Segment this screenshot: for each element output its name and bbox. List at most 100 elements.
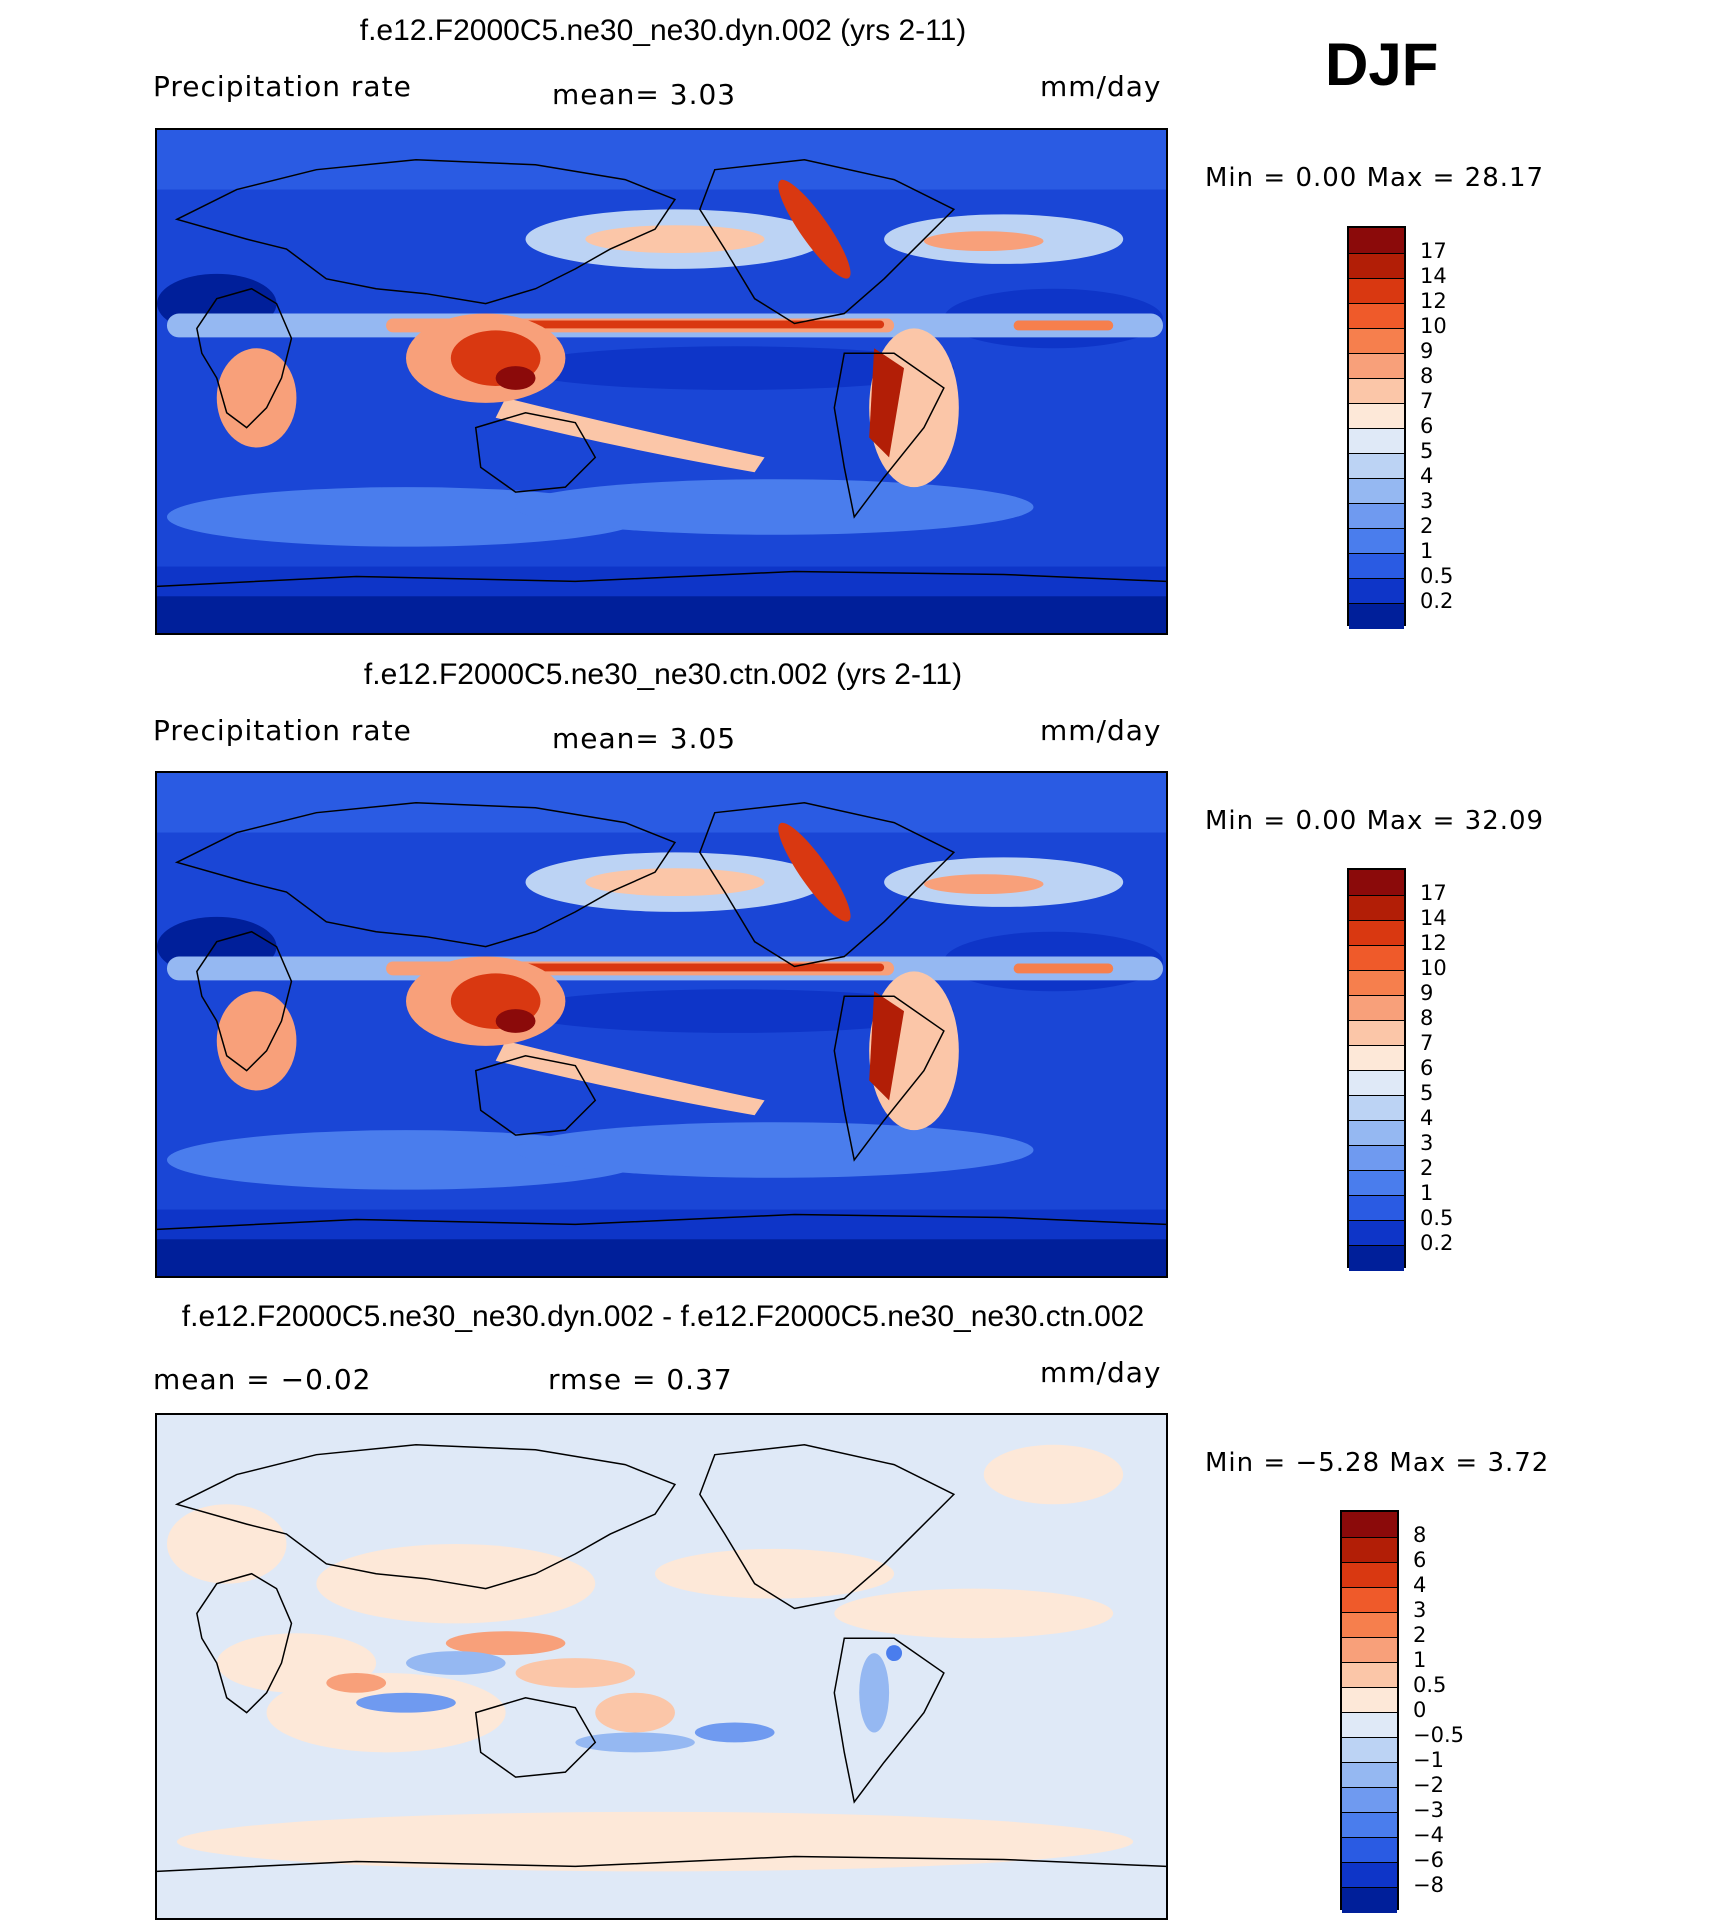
panel-3-rmse: rmse = 0.37 [548, 1363, 733, 1396]
colorbar-segment [1342, 1812, 1397, 1838]
colorbar-segment [1349, 1120, 1404, 1146]
colorbar-segment [1342, 1537, 1397, 1563]
colorbar-segment [1349, 1095, 1404, 1121]
colorbar-tick-label: 9 [1420, 339, 1434, 363]
colorbar-segment [1342, 1712, 1397, 1738]
colorbar-segment [1342, 1637, 1397, 1663]
colorbar-tick-label: 17 [1420, 239, 1447, 263]
colorbar-tick-label: 6 [1413, 1548, 1427, 1572]
colorbar-tick-label: 17 [1420, 881, 1447, 905]
panel-1-minmax: Min = 0.00 Max = 28.17 [1205, 163, 1545, 193]
panel-1-title: f.e12.F2000C5.ne30_ne30.dyn.002 (yrs 2-1… [359, 14, 967, 47]
colorbar-segment [1342, 1687, 1397, 1713]
panel-2-colorbar [1347, 868, 1406, 1271]
colorbar-tick-label: 3 [1420, 1131, 1434, 1155]
panel-3-mean: mean = −0.02 [153, 1363, 372, 1396]
panel-3-map [155, 1413, 1168, 1920]
colorbar-tick-label: 12 [1420, 931, 1447, 955]
colorbar-segment [1349, 1070, 1404, 1096]
colorbar-tick-label: 8 [1413, 1523, 1427, 1547]
colorbar-segment [1349, 1220, 1404, 1246]
colorbar-tick-label: 1 [1420, 1181, 1434, 1205]
colorbar-segment [1349, 453, 1404, 479]
colorbar-tick-label: 4 [1420, 464, 1434, 488]
colorbar-segment [1342, 1512, 1397, 1538]
colorbar-segment [1342, 1612, 1397, 1638]
colorbar-tick-label: 5 [1420, 439, 1434, 463]
coastlines [157, 1444, 1166, 1873]
panel-2-mean: mean= 3.05 [552, 722, 737, 755]
colorbar-tick-label: 0.5 [1413, 1673, 1447, 1697]
colorbar-tick-label: 0.5 [1420, 564, 1454, 588]
colorbar-segment [1349, 995, 1404, 1021]
colorbar-segment [1349, 1170, 1404, 1196]
panel-1-mean: mean= 3.03 [552, 78, 737, 111]
panel-3-colorbar [1340, 1510, 1399, 1913]
colorbar-tick-label: 12 [1420, 289, 1447, 313]
colorbar-tick-label: 9 [1420, 981, 1434, 1005]
colorbar-tick-label: 7 [1420, 389, 1434, 413]
colorbar-segment [1342, 1862, 1397, 1888]
colorbar-tick-label: 14 [1420, 264, 1447, 288]
coastlines [157, 159, 1166, 588]
colorbar-tick-label: 3 [1420, 489, 1434, 513]
colorbar-segment [1349, 603, 1404, 629]
colorbar-segment [1349, 303, 1404, 329]
colorbar-segment [1349, 478, 1404, 504]
colorbar-tick-label: −2 [1413, 1773, 1444, 1797]
map-field [157, 1415, 1166, 1918]
colorbar-segment [1349, 428, 1404, 454]
colorbar-segment [1349, 970, 1404, 996]
colorbar-segment [1342, 1787, 1397, 1813]
colorbar-tick-label: 10 [1420, 956, 1447, 980]
colorbar-tick-label: 10 [1420, 314, 1447, 338]
colorbar-segment [1349, 353, 1404, 379]
panel-1-colorbar [1347, 226, 1406, 629]
colorbar-tick-label: 0.5 [1420, 1206, 1454, 1230]
colorbar-segment [1349, 920, 1404, 946]
season-label: DJF [1325, 31, 1439, 98]
colorbar-tick-label: −1 [1413, 1748, 1444, 1772]
colorbar-segment [1349, 403, 1404, 429]
colorbar-tick-label: −4 [1413, 1823, 1444, 1847]
colorbar-segment [1349, 945, 1404, 971]
colorbar-tick-label: 3 [1413, 1598, 1427, 1622]
colorbar-segment [1349, 253, 1404, 279]
colorbar-tick-label: 4 [1420, 1106, 1434, 1130]
colorbar-tick-label: 6 [1420, 1056, 1434, 1080]
colorbar-segment [1349, 528, 1404, 554]
colorbar-tick-label: −8 [1413, 1873, 1444, 1897]
colorbar-tick-label: 8 [1420, 364, 1434, 388]
coastlines [157, 802, 1166, 1231]
colorbar-segment [1342, 1737, 1397, 1763]
colorbar-tick-label: 0 [1413, 1698, 1427, 1722]
panel-3-title: f.e12.F2000C5.ne30_ne30.dyn.002 - f.e12.… [181, 1300, 1145, 1333]
colorbar-segment [1349, 378, 1404, 404]
colorbar-tick-label: 5 [1420, 1081, 1434, 1105]
colorbar-segment [1349, 328, 1404, 354]
colorbar-tick-label: 1 [1420, 539, 1434, 563]
colorbar-segment [1349, 278, 1404, 304]
colorbar-segment [1342, 1887, 1397, 1913]
panel-1-variable: Precipitation rate [153, 70, 412, 103]
colorbar-tick-label: 7 [1420, 1031, 1434, 1055]
colorbar-segment [1349, 553, 1404, 579]
colorbar-tick-label: 14 [1420, 906, 1447, 930]
panel-2-variable: Precipitation rate [153, 714, 412, 747]
colorbar-tick-label: 0.2 [1420, 589, 1454, 613]
colorbar-tick-label: 2 [1420, 514, 1434, 538]
colorbar-segment [1349, 1145, 1404, 1171]
colorbar-tick-label: −6 [1413, 1848, 1444, 1872]
panel-3-minmax: Min = −5.28 Max = 3.72 [1205, 1448, 1550, 1478]
panel-2-minmax: Min = 0.00 Max = 32.09 [1205, 806, 1545, 836]
colorbar-tick-label: 4 [1413, 1573, 1427, 1597]
panel-2-units: mm/day [1040, 714, 1162, 747]
colorbar-segment [1342, 1587, 1397, 1613]
map-field [157, 130, 1166, 633]
colorbar-segment [1349, 1045, 1404, 1071]
colorbar-segment [1349, 870, 1404, 896]
colorbar-tick-label: 0.2 [1420, 1231, 1454, 1255]
colorbar-tick-label: 8 [1420, 1006, 1434, 1030]
panel-1-map [155, 128, 1168, 635]
colorbar-segment [1342, 1662, 1397, 1688]
